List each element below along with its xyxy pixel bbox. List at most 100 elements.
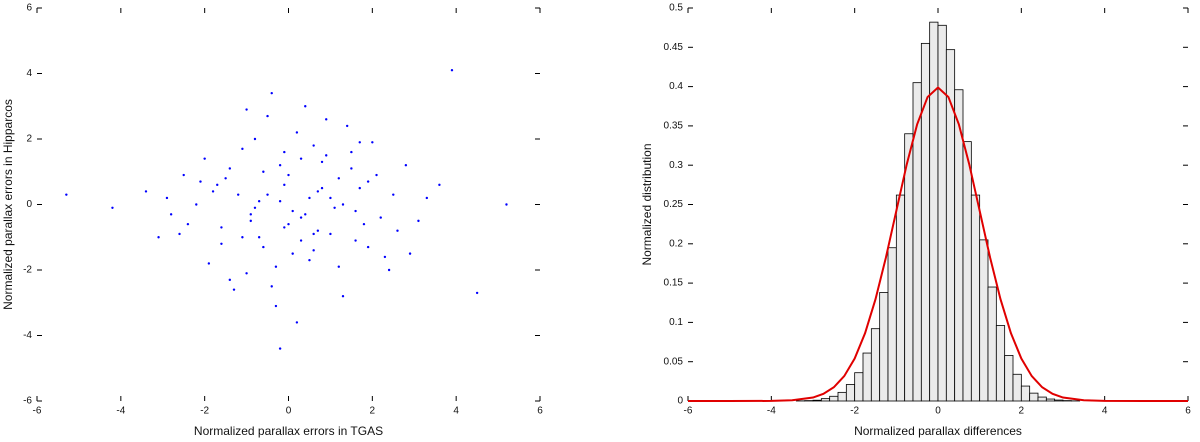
point: [283, 226, 286, 229]
point: [224, 177, 227, 180]
point: [295, 321, 299, 324]
point: [144, 190, 148, 193]
bar: [995, 325, 1006, 402]
bar: [887, 247, 897, 402]
point: [450, 69, 454, 72]
bar: [862, 352, 872, 402]
point: [438, 183, 441, 187]
y-tick-label: -2: [23, 265, 32, 276]
point: [274, 304, 278, 308]
point: [475, 291, 479, 295]
x-tick-label: -4: [116, 406, 125, 417]
bar: [904, 133, 914, 402]
point: [111, 206, 114, 209]
bar: [1029, 392, 1039, 402]
point: [283, 183, 286, 187]
point: [262, 245, 265, 249]
point: [316, 190, 320, 193]
point: [262, 170, 265, 173]
x-axis-label: Normalized parallax errors in TGAS: [194, 424, 383, 438]
point: [396, 229, 399, 232]
bar: [829, 395, 839, 402]
point: [266, 114, 269, 118]
x-tick-label: 4: [453, 406, 459, 417]
point: [312, 249, 315, 252]
point: [237, 193, 240, 196]
point: [249, 219, 252, 223]
point: [253, 137, 257, 141]
point: [228, 167, 232, 170]
point: [65, 193, 68, 196]
bar: [1004, 355, 1014, 402]
point: [304, 105, 307, 108]
point: [274, 265, 278, 268]
point: [325, 154, 328, 157]
point: [257, 200, 261, 203]
bar: [929, 21, 939, 402]
x-tick-label: 6: [1185, 406, 1191, 417]
point: [278, 164, 282, 167]
point: [295, 131, 299, 134]
point: [392, 193, 395, 196]
point: [178, 232, 181, 236]
bar: [912, 82, 922, 402]
point: [404, 164, 408, 167]
point: [299, 239, 303, 242]
point: [287, 222, 290, 226]
point: [287, 173, 290, 177]
y-tick-label: 0.3: [669, 160, 683, 171]
x-tick-label: -2: [200, 406, 209, 417]
point: [387, 268, 391, 272]
point: [408, 252, 412, 255]
y-tick-label: 0.4: [669, 81, 683, 92]
point: [241, 236, 244, 239]
y-tick-label: 2: [26, 134, 32, 145]
point: [358, 141, 361, 144]
point: [345, 124, 349, 128]
point: [304, 213, 307, 216]
point: [199, 180, 202, 183]
point: [299, 157, 303, 160]
point: [358, 186, 361, 190]
x-tick-label: -2: [850, 406, 859, 417]
bar: [854, 372, 864, 402]
point: [505, 203, 508, 206]
point: [157, 236, 160, 239]
point: [270, 91, 273, 95]
y-tick-label: 0: [26, 199, 32, 210]
point: [383, 255, 387, 259]
bar: [879, 292, 889, 402]
point: [266, 193, 269, 196]
point: [207, 262, 211, 265]
point: [253, 206, 257, 209]
x-tick-label: -6: [684, 406, 693, 417]
bar: [962, 141, 972, 402]
point: [320, 160, 324, 164]
point: [366, 180, 370, 183]
point: [337, 177, 340, 180]
point: [278, 347, 282, 350]
bar: [837, 391, 847, 402]
point: [232, 288, 236, 291]
x-axis-label: Normalized parallax differences: [854, 424, 1022, 438]
y-tick-label: 0.35: [664, 121, 684, 132]
point: [375, 173, 378, 177]
fit-curve: [688, 86, 1188, 402]
y-tick-label: 0.5: [669, 3, 683, 14]
point: [220, 226, 223, 229]
y-tick-label: 0.2: [669, 238, 683, 249]
bar: [1045, 398, 1056, 402]
bar: [895, 194, 906, 402]
bar: [812, 399, 822, 402]
point: [341, 295, 345, 298]
point: [270, 285, 273, 288]
point: [333, 206, 336, 209]
x-tick-label: 2: [370, 406, 376, 417]
point: [245, 272, 248, 275]
x-tick-label: 4: [1102, 406, 1108, 417]
point: [316, 229, 320, 232]
y-tick-label: 4: [26, 68, 32, 79]
bar: [970, 194, 981, 402]
bar: [1054, 399, 1064, 402]
bar: [1012, 373, 1022, 402]
